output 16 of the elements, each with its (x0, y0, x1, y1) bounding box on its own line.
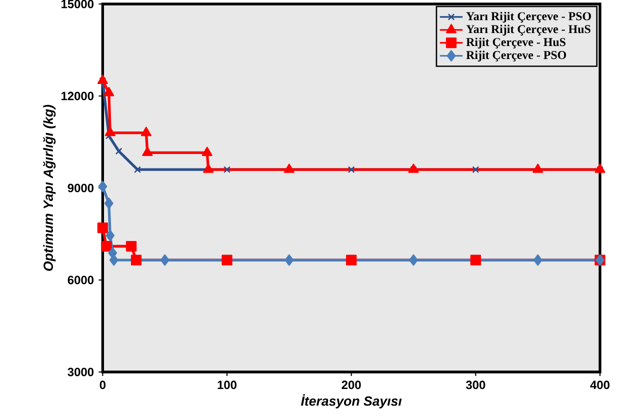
legend-label: Rijit Çerçeve - HuS (466, 38, 566, 49)
legend-label: Yarı Rijit Çerçeve - HuS (466, 24, 590, 36)
x-tick-label: 400 (590, 380, 610, 390)
y-tick-label: 12000 (62, 92, 94, 100)
x-tick-label: 0 (100, 380, 106, 390)
y-tick-label: 3000 (68, 368, 94, 376)
x-tick-label: 300 (466, 380, 486, 390)
y-axis-title: Optimum Yapı Ağırlığı (kg) (43, 105, 56, 272)
x-tick-label: 100 (218, 380, 236, 390)
y-tick-label: 15000 (62, 0, 94, 8)
legend-label: Yarı Rijit Çerçeve - PSO (466, 12, 591, 23)
y-tick-label: 6000 (68, 276, 94, 284)
x-axis-title: İterasyon Sayısı (300, 394, 402, 409)
legend-label: Rijit Çerçeve - PSO (466, 50, 566, 62)
x-tick-label: 200 (342, 380, 361, 390)
y-tick-label: 9000 (68, 184, 94, 192)
